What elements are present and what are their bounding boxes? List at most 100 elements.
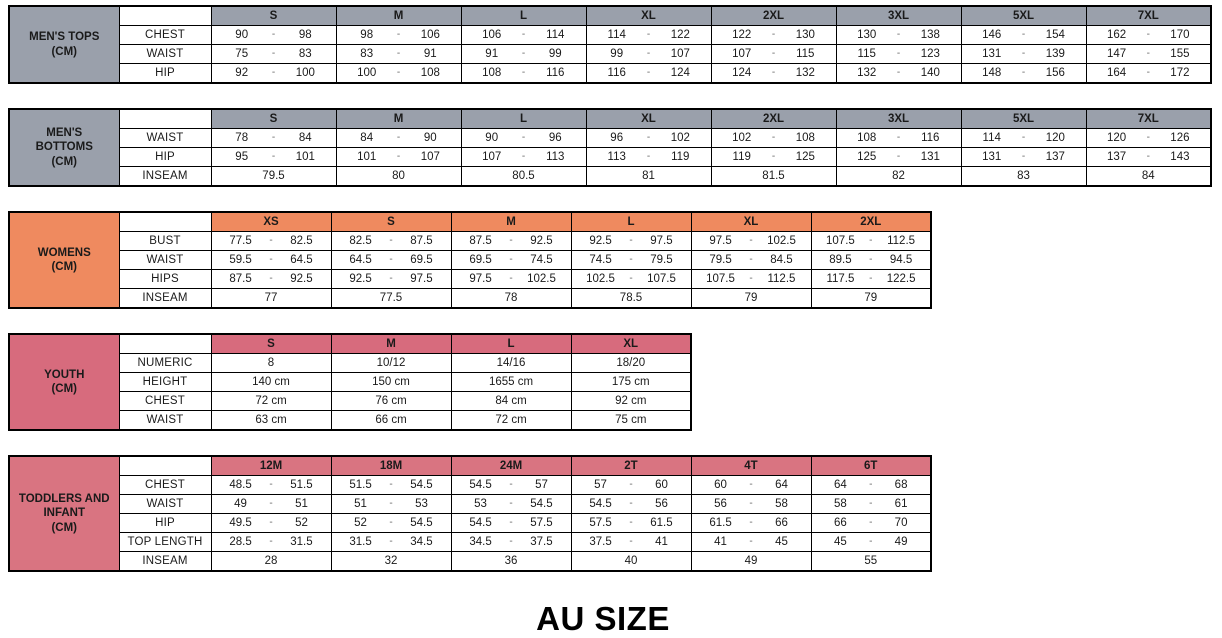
range-min: 119	[732, 151, 751, 163]
range-dash: -	[749, 498, 753, 510]
range-cell: 28.5 - 31.5	[210, 532, 332, 552]
range-dash: -	[269, 536, 273, 548]
row-label-cell: HIP	[118, 513, 212, 533]
group-label-line: YOUTH	[44, 368, 85, 381]
range-min: 59.5	[229, 254, 252, 266]
range-cell: 83 - 91	[335, 44, 462, 64]
group-label-line: INFANT	[43, 507, 86, 520]
range-cell: 96 - 102	[585, 128, 712, 148]
size-header-cell: L	[460, 108, 587, 129]
value-cell: 81	[585, 166, 712, 187]
range-cell: 107.5 - 112.5	[690, 269, 812, 289]
range-dash: -	[1021, 151, 1026, 163]
range-dash: -	[396, 151, 401, 163]
range-max: 156	[1045, 67, 1065, 79]
range-min: 34.5	[469, 536, 492, 548]
range-max: 79.5	[650, 254, 673, 266]
range-max: 120	[1045, 132, 1065, 144]
range-cell: 106 - 114	[460, 25, 587, 45]
range-min: 102.5	[586, 273, 615, 285]
range-max: 125	[795, 151, 815, 163]
range-max: 137	[1045, 151, 1065, 163]
range-dash: -	[771, 151, 776, 163]
range-cell: 132 - 140	[835, 63, 962, 84]
value-cell: 40	[570, 551, 692, 572]
range-cell: 116 - 124	[585, 63, 712, 84]
range-max: 84.5	[770, 254, 793, 266]
range-dash: -	[389, 273, 393, 285]
value-cell: 49	[690, 551, 812, 572]
range-max: 124	[670, 67, 690, 79]
range-dash: -	[771, 67, 776, 79]
range-max: 122.5	[886, 273, 916, 285]
range-max: 107	[420, 151, 440, 163]
range-dash: -	[1021, 48, 1026, 60]
measurement-row: HIP 49.5 - 52 52 - 54.5 54.5 - 57.5 57.5 - 61.5 61.5 -…	[9, 513, 932, 533]
range-min: 49.5	[229, 517, 252, 529]
corner-cell	[118, 455, 212, 476]
range-dash: -	[629, 536, 633, 548]
range-min: 107.5	[826, 235, 855, 247]
range-max: 64.5	[290, 254, 313, 266]
size-header-cell: 3XL	[835, 108, 962, 129]
range-min: 54.5	[589, 498, 612, 510]
range-max: 140	[920, 67, 940, 79]
range-max: 102.5	[767, 235, 796, 247]
range-dash: -	[869, 479, 873, 491]
range-max: 66	[775, 517, 788, 529]
size-header-cell: 7XL	[1085, 5, 1212, 26]
value-cell: 77	[210, 288, 332, 309]
range-dash: -	[269, 498, 273, 510]
range-cell: 79.5 - 84.5	[690, 250, 812, 270]
range-dash: -	[1146, 132, 1150, 144]
range-min: 82.5	[349, 235, 372, 247]
row-label-cell: INSEAM	[118, 166, 212, 187]
value-cell: 79	[810, 288, 932, 309]
range-max: 112.5	[887, 235, 916, 247]
range-dash: -	[629, 235, 633, 247]
range-dash: -	[389, 235, 393, 247]
range-cell: 82.5 - 87.5	[330, 231, 452, 251]
size-header-cell: L	[460, 5, 587, 26]
range-cell: 66 - 70	[810, 513, 932, 533]
range-max: 91	[423, 48, 437, 60]
range-cell: 124 - 132	[710, 63, 837, 84]
size-header-cell: 18M	[330, 455, 452, 476]
range-cell: 122 - 130	[710, 25, 837, 45]
range-max: 74.5	[530, 254, 553, 266]
range-min: 83	[360, 48, 374, 60]
range-min: 108	[857, 132, 877, 144]
range-cell: 87.5 - 92.5	[210, 269, 332, 289]
range-min: 162	[1106, 29, 1127, 41]
range-min: 120	[1106, 132, 1127, 144]
range-min: 91	[485, 48, 499, 60]
range-min: 130	[857, 29, 877, 41]
header-row: TODDLERS AND INFANT (CM) 12M 18M 24M 2T 4T 6T	[8, 455, 932, 572]
group-label-line: TODDLERS AND	[18, 492, 110, 505]
value-cell: 80.5	[460, 166, 587, 187]
range-min: 137	[1106, 151, 1127, 163]
range-dash: -	[389, 536, 393, 548]
range-min: 37.5	[589, 536, 612, 548]
table-group-label: YOUTH (CM)	[8, 333, 120, 431]
range-cell: 45 - 49	[810, 532, 932, 552]
row-label-cell: WAIST	[118, 44, 212, 64]
range-cell: 56 - 58	[690, 494, 812, 514]
measurement-row: WAIST 49 - 51 51 - 53 53 - 54.5 54.5 - 56 56 - 58 58 - 61	[9, 494, 932, 514]
value-cell: 63 cm	[210, 410, 332, 431]
range-dash: -	[896, 132, 901, 144]
measurement-row: INSEAM 79.5 80 80.5 81 81.5 82 83 84	[9, 166, 1212, 187]
range-dash: -	[629, 479, 633, 491]
range-max: 56	[655, 498, 668, 510]
mens-bottoms-table: MEN'S BOTTOMS (CM) S M L XL 2XL 3XL 5XL 7XL WAIST 78…	[8, 108, 1222, 187]
value-cell: 84	[1085, 166, 1212, 187]
range-dash: -	[749, 235, 753, 247]
value-cell: 92 cm	[570, 391, 692, 411]
mens-bottoms-grid: MEN'S BOTTOMS (CM) S M L XL 2XL 3XL 5XL 7XL WAIST 78…	[8, 108, 1212, 187]
value-cell: 14/16	[450, 353, 572, 373]
range-cell: 95 - 101	[210, 147, 337, 167]
range-min: 51.5	[349, 479, 372, 491]
range-cell: 130 - 138	[835, 25, 962, 45]
measurement-row: WAIST 75 - 83 83 - 91 91 - 99 99 - 107 107 - 115 115 - 123…	[9, 44, 1212, 64]
value-cell: 75 cm	[570, 410, 692, 431]
